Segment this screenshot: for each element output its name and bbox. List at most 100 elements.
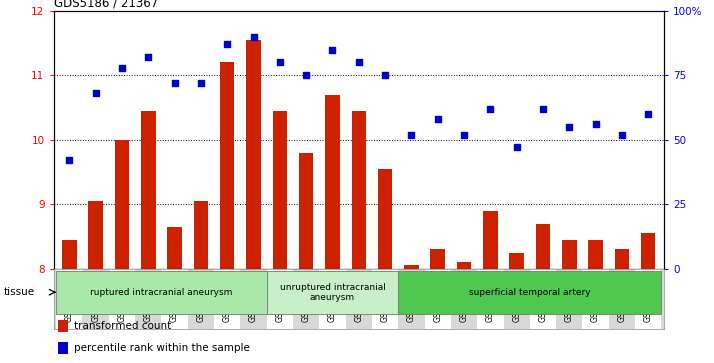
Bar <box>326 95 340 269</box>
Point <box>616 132 628 138</box>
Point <box>590 121 601 127</box>
Bar <box>220 62 234 269</box>
Bar <box>451 269 477 329</box>
Bar <box>241 269 267 329</box>
Point <box>327 46 338 52</box>
Text: GDS5186 / 21367: GDS5186 / 21367 <box>54 0 158 10</box>
Bar <box>615 249 629 269</box>
Point <box>353 60 365 65</box>
Bar <box>115 140 129 269</box>
Point <box>169 80 181 86</box>
Point <box>116 65 128 70</box>
Point <box>458 132 470 138</box>
Text: GSM1306887: GSM1306887 <box>118 271 126 322</box>
Text: GSM1306902: GSM1306902 <box>512 271 521 322</box>
FancyBboxPatch shape <box>56 270 267 314</box>
Bar <box>404 265 418 269</box>
Text: superficial temporal artery: superficial temporal artery <box>469 288 590 297</box>
Bar <box>59 342 69 354</box>
Text: GSM1306898: GSM1306898 <box>407 271 416 322</box>
FancyBboxPatch shape <box>398 270 661 314</box>
Text: GSM1306891: GSM1306891 <box>223 271 232 322</box>
Point <box>221 41 233 47</box>
Point <box>563 124 575 130</box>
Point <box>537 106 548 112</box>
Bar <box>167 227 182 269</box>
Text: GSM1306905: GSM1306905 <box>591 271 600 322</box>
Point <box>379 72 391 78</box>
Bar <box>56 269 83 329</box>
Text: GSM1306889: GSM1306889 <box>170 271 179 322</box>
Bar <box>425 269 451 329</box>
Bar <box>267 269 293 329</box>
Text: GSM1306903: GSM1306903 <box>538 271 548 322</box>
Bar <box>483 211 498 269</box>
Bar <box>188 269 214 329</box>
Text: unruptured intracranial
aneurysm: unruptured intracranial aneurysm <box>280 282 386 302</box>
Point <box>485 106 496 112</box>
Text: GSM1306907: GSM1306907 <box>644 271 653 322</box>
Bar <box>141 111 156 269</box>
Text: GSM1306885: GSM1306885 <box>65 271 74 322</box>
Text: GSM1306899: GSM1306899 <box>433 271 442 322</box>
Bar <box>431 249 445 269</box>
Point <box>195 80 206 86</box>
Bar <box>509 253 524 269</box>
Bar <box>89 201 103 269</box>
Bar <box>641 233 655 269</box>
Text: GSM1306888: GSM1306888 <box>144 271 153 322</box>
Bar <box>246 40 261 269</box>
Bar <box>635 269 661 329</box>
FancyBboxPatch shape <box>267 270 398 314</box>
Point <box>511 144 523 150</box>
Text: transformed count: transformed count <box>74 321 171 331</box>
Text: percentile rank within the sample: percentile rank within the sample <box>74 343 250 353</box>
Point <box>274 60 286 65</box>
Bar <box>588 240 603 269</box>
Bar <box>457 262 471 269</box>
Bar <box>351 111 366 269</box>
Bar <box>83 269 109 329</box>
Text: ruptured intracranial aneurysm: ruptured intracranial aneurysm <box>90 288 233 297</box>
Bar <box>530 269 556 329</box>
Point <box>432 116 443 122</box>
Text: GSM1306886: GSM1306886 <box>91 271 100 322</box>
Bar <box>59 320 69 333</box>
Point <box>64 158 75 163</box>
Point <box>248 34 259 40</box>
Bar <box>556 269 583 329</box>
Bar <box>161 269 188 329</box>
Text: tissue: tissue <box>4 287 35 297</box>
Bar <box>109 269 135 329</box>
Text: GSM1306890: GSM1306890 <box>196 271 206 322</box>
Bar <box>562 240 576 269</box>
Text: GSM1306900: GSM1306900 <box>460 271 468 322</box>
Text: GSM1306897: GSM1306897 <box>381 271 390 322</box>
Bar <box>583 269 609 329</box>
Bar <box>214 269 241 329</box>
Text: GSM1306906: GSM1306906 <box>618 271 626 322</box>
Bar <box>503 269 530 329</box>
Text: GSM1306904: GSM1306904 <box>565 271 574 322</box>
Text: GSM1306895: GSM1306895 <box>328 271 337 322</box>
Text: GSM1306892: GSM1306892 <box>249 271 258 322</box>
Bar <box>193 201 208 269</box>
Bar <box>346 269 372 329</box>
Point <box>90 90 101 96</box>
Bar <box>398 269 425 329</box>
Bar <box>319 269 346 329</box>
Text: GSM1306894: GSM1306894 <box>301 271 311 322</box>
Bar <box>536 224 550 269</box>
Bar <box>299 152 313 269</box>
Point <box>406 132 417 138</box>
Bar <box>293 269 319 329</box>
Text: GSM1306896: GSM1306896 <box>354 271 363 322</box>
Bar <box>609 269 635 329</box>
Text: GSM1306901: GSM1306901 <box>486 271 495 322</box>
Point <box>643 111 654 117</box>
Bar <box>477 269 503 329</box>
Bar <box>372 269 398 329</box>
Bar <box>135 269 161 329</box>
Point <box>301 72 312 78</box>
Bar <box>273 111 287 269</box>
